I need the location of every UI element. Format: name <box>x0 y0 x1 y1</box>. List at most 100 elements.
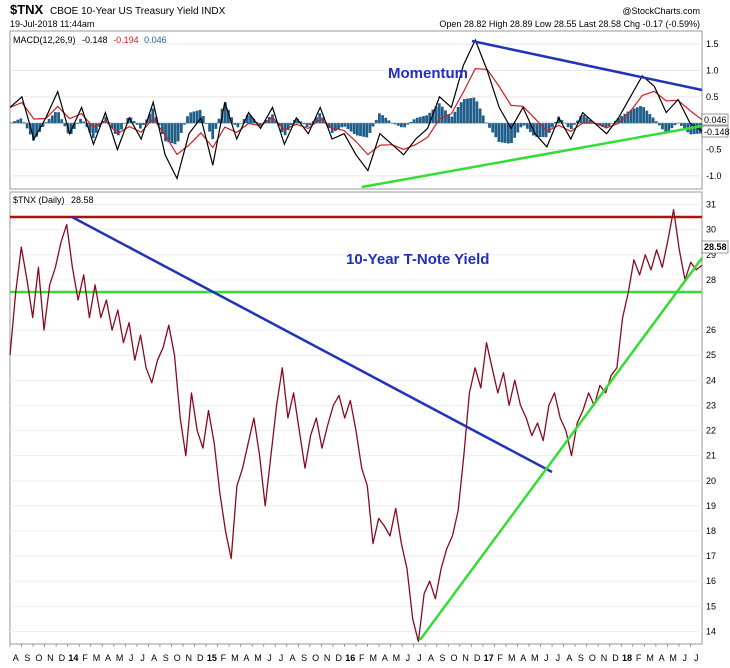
price-y-tick: 30 <box>706 225 716 235</box>
macd-line <box>9 38 703 181</box>
x-tick-label: N <box>47 653 54 663</box>
macd-y-tick: 1.0 <box>706 66 719 76</box>
x-tick-label: J <box>140 653 145 663</box>
price-y-tick: 26 <box>706 325 716 335</box>
macd-histogram-bar <box>104 116 108 124</box>
price-legend-value: 28.58 <box>71 195 94 205</box>
x-tick-label: J <box>556 653 561 663</box>
macd-histogram-bar <box>167 123 171 143</box>
macd-histogram-bar <box>639 106 642 124</box>
macd-histogram-bar <box>374 119 378 124</box>
macd-histogram-bar <box>481 115 485 124</box>
chart-date: 19-Jul-2018 11:44am <box>10 19 94 29</box>
price-legend: $TNX (Daily) 28.58 <box>13 195 94 205</box>
x-tick-label: S <box>301 653 307 663</box>
macd-histogram-bar <box>673 123 677 126</box>
macd-y-tick: 1.5 <box>706 39 719 49</box>
macd-histogram-bar <box>547 123 551 133</box>
macd-histogram-bar <box>69 123 73 134</box>
x-tick-label: A <box>243 653 249 663</box>
macd-histogram-bar <box>362 123 366 137</box>
macd-histogram-bar <box>170 123 174 144</box>
x-tick-label: F <box>221 653 227 663</box>
price-last-label: 28.58 <box>701 240 729 254</box>
macd-histogram-bar <box>522 123 526 126</box>
macd-histogram-bar <box>132 121 136 124</box>
macd-histogram-bar <box>359 123 362 137</box>
macd-legend-value-hist: 0.046 <box>144 35 167 45</box>
macd-histogram-bar <box>478 108 482 124</box>
price-y-tick: 29 <box>706 250 716 260</box>
x-tick-label: F <box>636 653 642 663</box>
macd-histogram-bar <box>217 118 221 124</box>
macd-histogram-bar <box>617 118 620 124</box>
macd-histogram-bar <box>173 123 177 145</box>
macd-histogram-bar <box>116 123 120 136</box>
x-tick-label: 14 <box>68 653 78 663</box>
macd-last-label-line: -0.148 <box>701 125 730 138</box>
macd-histogram-bar <box>387 120 391 124</box>
macd-histogram-bar <box>63 123 67 127</box>
macd-histogram-bar <box>50 115 54 124</box>
macd-histogram-bar <box>440 106 444 124</box>
price-y-tick: 14 <box>706 626 716 636</box>
macd-histogram-bar <box>334 123 337 132</box>
chart-watermark: @StockCharts.com <box>622 6 700 16</box>
x-tick-label: O <box>312 653 319 663</box>
macd-histogram-bar <box>469 98 472 124</box>
x-tick-label: 16 <box>345 653 355 663</box>
macd-histogram-bar <box>459 102 463 124</box>
macd-histogram-bar <box>406 123 410 125</box>
price-annotation: 10-Year T-Note Yield <box>346 251 489 268</box>
macd-histogram <box>10 97 702 145</box>
macd-y-tick: -1.0 <box>706 171 722 181</box>
x-tick-label: D <box>197 653 204 663</box>
macd-histogram-bar <box>371 123 375 127</box>
price-y-tick: 20 <box>706 476 716 486</box>
macd-histogram-bar <box>337 123 340 130</box>
macd-histogram-bar <box>120 123 123 130</box>
price-y-tick: 31 <box>706 200 716 210</box>
macd-histogram-bar <box>123 123 126 124</box>
macd-histogram-bar <box>462 99 466 124</box>
macd-histogram-bar <box>349 123 353 132</box>
macd-histogram-bar <box>418 116 422 124</box>
macd-histogram-bar <box>13 121 16 124</box>
x-tick-label: A <box>290 653 296 663</box>
x-tick-label: D <box>59 653 66 663</box>
macd-panel <box>9 30 703 190</box>
x-tick-label: 15 <box>207 653 217 663</box>
x-axis: A S O N D 14 F M A M J J A S O N D 15 F M A M J J A S O N D 16 F M A M J J A… <box>9 644 699 663</box>
macd-histogram-bar <box>76 123 79 124</box>
price-y-tick: 15 <box>706 601 716 611</box>
macd-histogram-bar <box>393 123 397 125</box>
macd-histogram-bar <box>352 123 356 134</box>
macd-histogram-bar <box>390 122 394 124</box>
macd-histogram-bar <box>186 116 189 124</box>
macd-annotation: Momentum <box>388 65 468 82</box>
x-tick-label: O <box>35 653 42 663</box>
macd-histogram-bar <box>289 123 293 126</box>
macd-histogram-bar <box>82 121 86 124</box>
macd-histogram-bar <box>47 118 51 124</box>
macd-histogram-bar <box>456 107 460 124</box>
macd-legend: MACD(12,26,9) -0.148 -0.194 0.046 <box>13 35 167 45</box>
macd-histogram-bar <box>201 116 205 124</box>
price-y-tick: 19 <box>706 501 716 511</box>
macd-histogram-bar <box>230 117 233 124</box>
macd-histogram-bar <box>466 98 469 124</box>
uptrend-line <box>418 257 704 641</box>
macd-histogram-bar <box>645 110 649 124</box>
macd-histogram-bar <box>164 123 167 142</box>
macd-last-label-hist: 0.046 <box>701 113 729 126</box>
x-tick-label: N <box>601 653 608 663</box>
macd-histogram-bar <box>192 111 196 124</box>
x-tick-label: S <box>439 653 445 663</box>
x-tick-label: M <box>531 653 539 663</box>
x-tick-label: J <box>694 653 699 663</box>
macd-histogram-bar <box>579 116 583 124</box>
macd-histogram-bar <box>428 112 432 124</box>
macd-legend-label: MACD(12,26,9) <box>13 35 76 45</box>
macd-histogram-bar <box>54 112 57 124</box>
macd-histogram-bar <box>274 120 277 124</box>
